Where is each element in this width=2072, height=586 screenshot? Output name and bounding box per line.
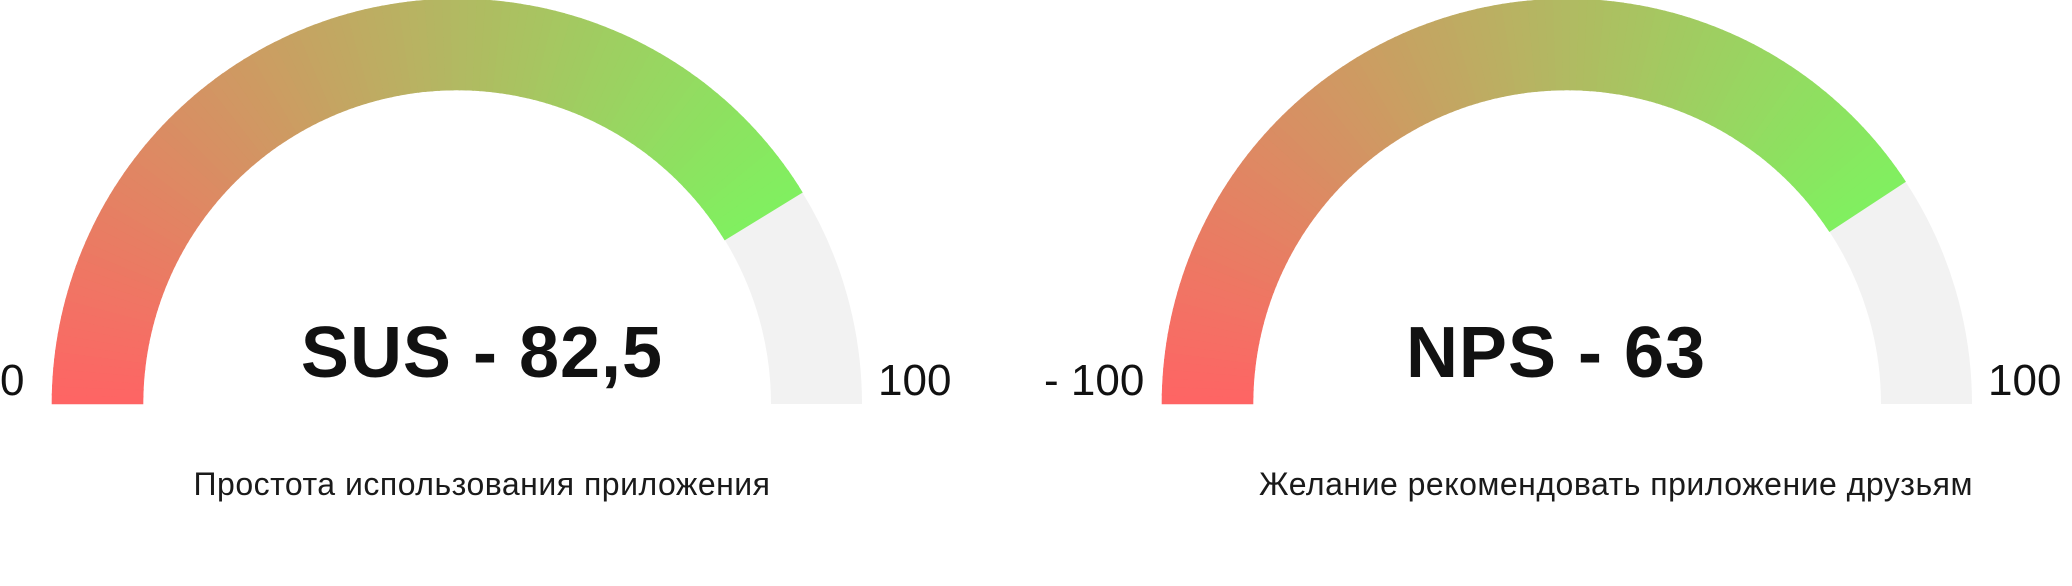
sus-gauge-track [724, 192, 862, 404]
nps-gauge: - 100 100 NPS - 63 Желание рекомендовать… [1044, 0, 2072, 586]
sus-max-label: 100 [878, 356, 952, 405]
sus-score-value: SUS - 82,5 [300, 313, 664, 393]
nps-gauge-fill [1161, 0, 1906, 405]
sus-gauge-arc [51, 0, 862, 405]
sus-gauge-fill [51, 0, 803, 405]
nps-gauge-arc [1161, 0, 1972, 405]
sus-caption: Простота использования приложения [193, 466, 771, 502]
sus-gauge: 0 100 SUS - 82,5 Простота использования … [0, 0, 952, 502]
nps-gauge-track [1829, 181, 1972, 404]
nps-max-label: 100 [1988, 356, 2062, 405]
nps-gauge-fill-segment [1825, 174, 1906, 233]
sus-gauge-fill-segment [720, 184, 803, 241]
nps-min-label: - 100 [1044, 356, 1145, 405]
sus-min-label: 0 [0, 356, 25, 405]
nps-caption: Желание рекомендовать приложение друзьям [1259, 466, 1973, 502]
nps-score-value: NPS - 63 [1405, 313, 1707, 393]
